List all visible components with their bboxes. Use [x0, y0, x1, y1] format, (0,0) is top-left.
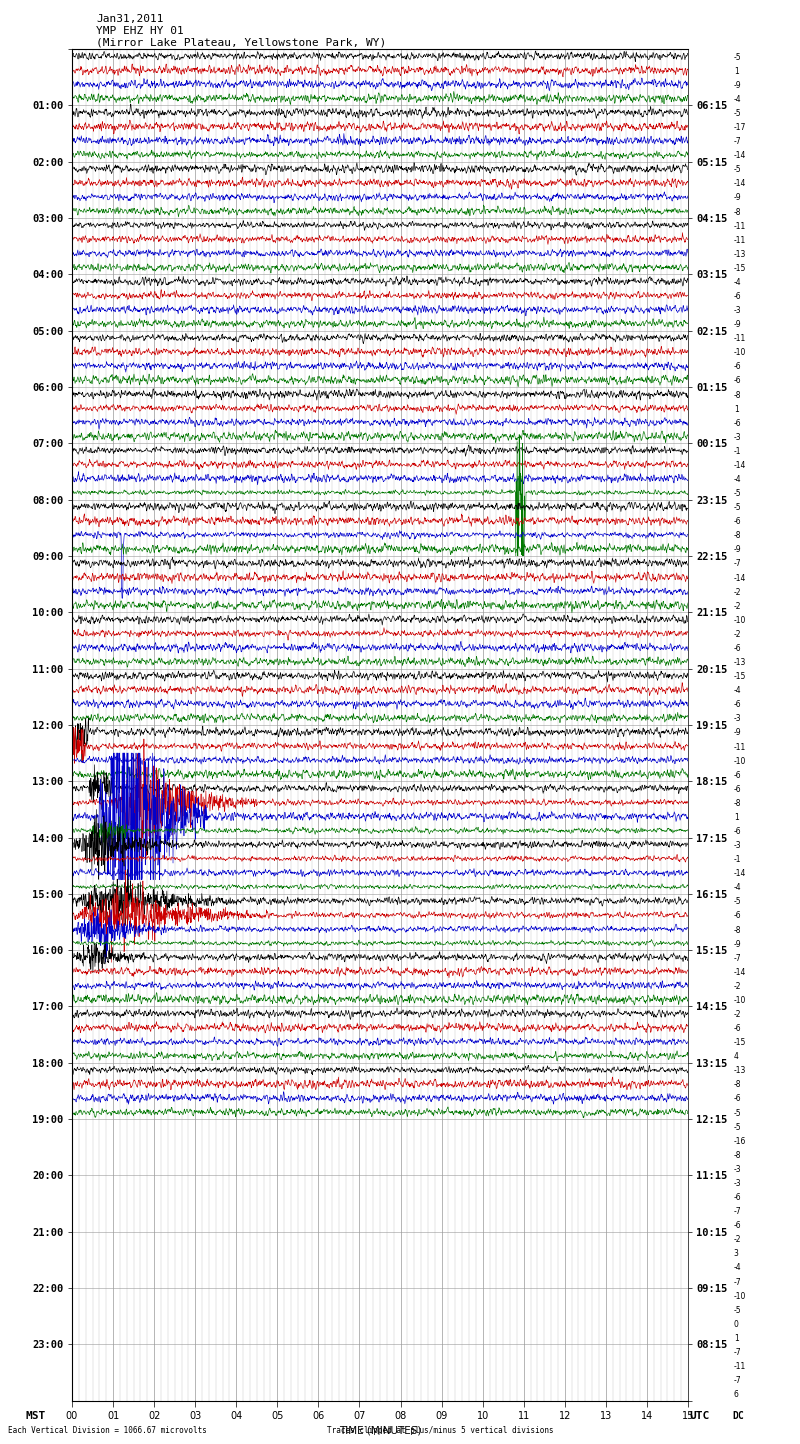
Text: YMP EHZ HY 01: YMP EHZ HY 01 — [96, 26, 184, 36]
Text: Jan31,2011: Jan31,2011 — [96, 14, 163, 25]
Text: MST: MST — [26, 1411, 46, 1421]
X-axis label: TIME (MINUTES): TIME (MINUTES) — [339, 1425, 421, 1435]
Text: (Mirror Lake Plateau, Yellowstone Park, WY): (Mirror Lake Plateau, Yellowstone Park, … — [96, 38, 386, 48]
Text: Each Vertical Division = 1066.67 microvolts: Each Vertical Division = 1066.67 microvo… — [8, 1427, 207, 1435]
Text: Traces clipped at plus/minus 5 vertical divisions: Traces clipped at plus/minus 5 vertical … — [326, 1427, 554, 1435]
Text: DC: DC — [732, 1411, 744, 1421]
Text: UTC: UTC — [690, 1411, 710, 1421]
